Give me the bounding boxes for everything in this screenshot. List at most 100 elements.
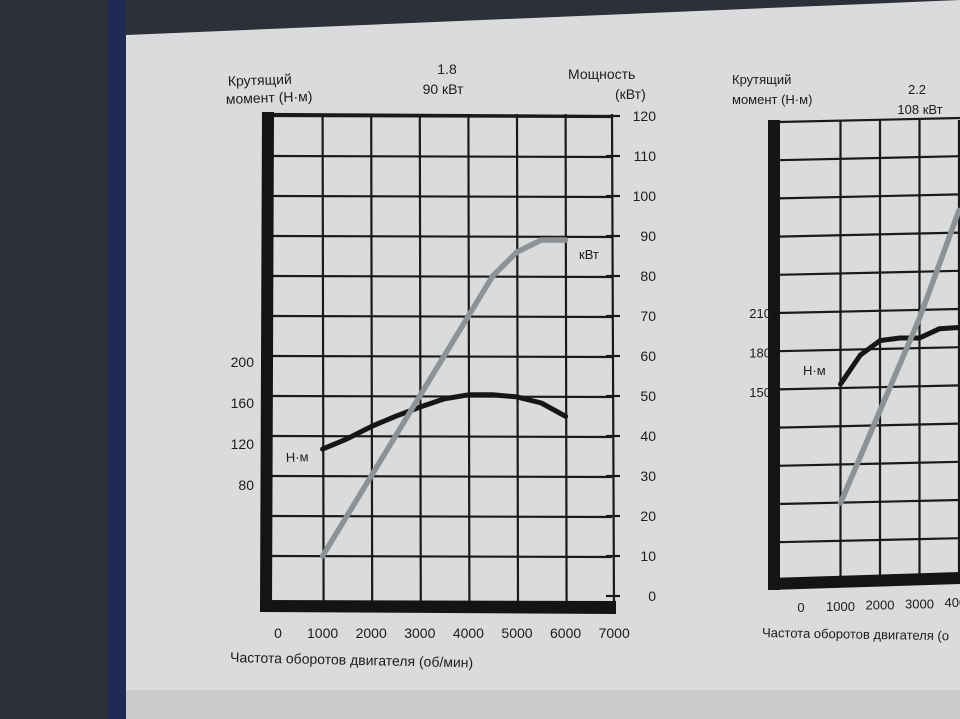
chart-2-x-tick-label: 3000 [905, 596, 934, 611]
chart-1-right-tick-label: 100 [633, 188, 657, 204]
chart-2-power-curve [837, 207, 960, 506]
chart-1-right-tick-label: 110 [634, 148, 657, 164]
chart-1-subtitle: 90 кВт [423, 81, 464, 97]
chart-2-torque-curve [838, 325, 960, 387]
chart-2-left-axis-label-line-1: Крутящий [732, 72, 791, 87]
chart-2-left-tick-label: 180 [749, 346, 771, 361]
chart-1-right-tick-label: 50 [640, 388, 656, 404]
chart-1-8: 0 1000 2000 3000 4000 5000 6000 7000 8012016020… [226, 61, 657, 671]
chart-1-right-tick-label: 30 [640, 468, 656, 484]
chart-1-x-tick-label: 6000 [550, 625, 581, 641]
chart-1-right-axis-label-line-1: Мощность [568, 66, 635, 82]
chart-2-x-tick-label: 0 [797, 600, 804, 615]
chart-1-grid-hline [271, 194, 613, 199]
chart-2-left-ticks: 150 180 210 [749, 306, 771, 400]
chart-2-grid-hline [777, 384, 960, 391]
chart-1-power-curve [319, 237, 569, 559]
bottom-shadow [126, 690, 960, 719]
chart-1-x-tick-label: 1000 [307, 625, 338, 641]
chart-1-right-tick-label: 80 [640, 268, 656, 284]
chart-1-torque-curve [320, 392, 569, 452]
chart-1-x-axis-label: Частота оборотов двигателя (об/мин) [230, 649, 473, 671]
chart-1-grid-hline [271, 554, 613, 559]
chart-2-x-tick-label: 4000 [945, 595, 960, 610]
binding-strip [108, 0, 126, 719]
chart-1-x-ticks: 0 1000 2000 3000 4000 5000 6000 7000 [274, 625, 630, 641]
left-shadow [0, 0, 115, 719]
chart-1-grid-top [271, 112, 613, 118]
chart-1-x-tick-label: 0 [274, 625, 282, 641]
chart-1-left-tick-label: 80 [238, 477, 254, 493]
chart-1-series [319, 237, 569, 559]
chart-1-x-tick-label: 5000 [501, 625, 532, 641]
chart-1-grid-vline [515, 113, 520, 611]
chart-2-left-axis-label-line-2: момент (Н·м) [732, 92, 812, 107]
chart-1-grid-hline [271, 234, 613, 239]
chart-2-grid-hline [777, 498, 960, 506]
chart-1-right-tick-label: 40 [640, 428, 656, 444]
chart-1-right-tick-label: 10 [640, 548, 656, 564]
chart-1-grid-hline [271, 314, 613, 319]
chart-2-grid-hline [777, 307, 960, 315]
chart-1-x-tick-label: 7000 [599, 625, 630, 641]
chart-1-grid [271, 112, 616, 611]
chart-1-grid-hline [271, 274, 613, 279]
chart-1-right-tick-label: 120 [633, 108, 657, 124]
chart-2-subtitle: 108 кВт [897, 102, 942, 117]
chart-1-x-tick-label: 2000 [356, 625, 387, 641]
chart-1-grid-vline [321, 113, 325, 611]
chart-2-title: 2.2 [908, 82, 926, 97]
chart-1-right-tick-label: 20 [640, 508, 656, 524]
chart-1-grid-hline [271, 154, 613, 159]
chart-1-left-axis-label-line-1: Крутящий [228, 71, 292, 89]
chart-1-right-ticks: 0 10 20 30 40 50 60 70 80 90 100 110 120 [633, 108, 657, 604]
chart-2-x-ticks: 0 1000 2000 3000 4000 [797, 595, 960, 615]
chart-1-left-tick-label: 200 [231, 354, 255, 370]
chart-1-grid-hline [271, 394, 613, 399]
chart-1-right-tick-label: 70 [640, 308, 656, 324]
chart-1-power-series-label: кВт [579, 247, 599, 262]
chart-1-grid-hline [271, 474, 613, 479]
chart-1-left-axis-label-line-2: момент (Н·м) [226, 88, 313, 107]
chart-1-title: 1.8 [437, 61, 457, 77]
chart-1-right-axis-label-line-2: (кВт) [615, 86, 646, 102]
chart-1-grid-vline [370, 113, 374, 611]
chart-1-x-tick-label: 4000 [453, 625, 484, 641]
chart-2-grid-hline [777, 193, 960, 200]
chart-2-x-tick-label: 2000 [866, 598, 895, 613]
chart-1-torque-series-label: Н·м [286, 449, 309, 465]
chart-1-grid-vline [418, 113, 422, 611]
chart-1-grid-hline [271, 514, 613, 519]
chart-2-grid-hline [777, 460, 960, 467]
chart-2-series [837, 207, 960, 506]
chart-2-torque-series-label: Н·м [803, 363, 826, 378]
chart-1-right-tick-label: 90 [640, 228, 656, 244]
chart-2-grid-hline [777, 537, 960, 544]
chart-1-frame [260, 112, 620, 614]
chart-2-grid-hline [777, 155, 960, 162]
chart-2-frame [768, 120, 960, 590]
chart-2-x-tick-label: 1000 [826, 599, 855, 614]
chart-1-right-tick-label: 60 [640, 348, 656, 364]
chart-2-grid-hline [777, 269, 960, 276]
chart-1-right-tick-label: 0 [648, 588, 656, 604]
chart-1-left-tick-label: 120 [231, 436, 255, 452]
chart-1-x-tick-label: 3000 [404, 625, 435, 641]
chart-2-left-tick-label: 210 [749, 306, 771, 321]
chart-2-left-tick-label: 150 [749, 385, 771, 400]
chart-1-grid-vline [467, 113, 471, 611]
chart-2-left-frame-bar [768, 120, 780, 590]
chart-1-left-tick-label: 160 [231, 395, 255, 411]
chart-1-grid-hline [271, 114, 613, 119]
chart-2-2: 0 1000 2000 3000 4000 150 180 210 Крутящий мом… [732, 72, 960, 643]
chart-2-grid-hline [777, 231, 960, 238]
chart-1-left-ticks: 80 120 160 200 [231, 354, 255, 493]
chart-1-left-frame-bar [260, 112, 274, 610]
chart-1-grid-hline [271, 434, 613, 439]
chart-2-bottom-frame-bar [768, 572, 960, 590]
chart-1-bottom-frame-bar [260, 600, 616, 614]
chart-2-x-axis-label: Частота оборотов двигателя (о [762, 625, 949, 643]
chart-2-grid-hline [777, 116, 960, 124]
chart-2-grid-hline [777, 422, 960, 429]
